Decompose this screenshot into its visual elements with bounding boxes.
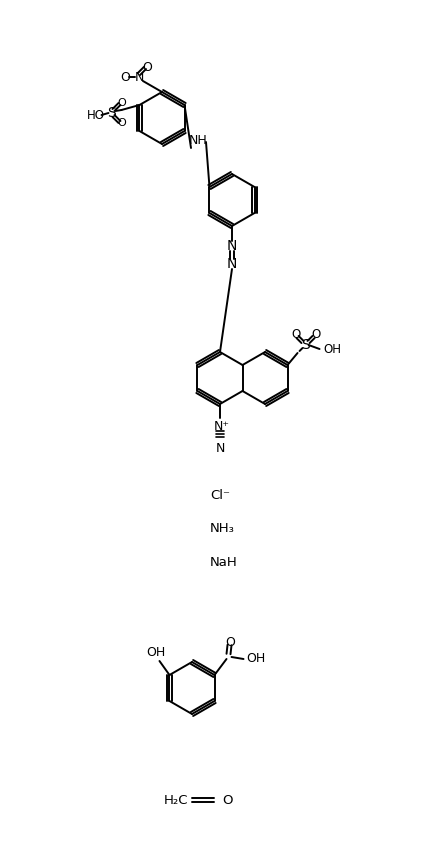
Text: NH₃: NH₃	[210, 521, 235, 535]
Text: H₂C: H₂C	[164, 794, 188, 807]
Text: Cl⁻: Cl⁻	[210, 488, 230, 502]
Text: O: O	[120, 70, 130, 83]
Text: O: O	[117, 98, 126, 108]
Text: O: O	[311, 329, 320, 341]
Text: N: N	[227, 257, 237, 271]
Text: OH: OH	[323, 342, 341, 356]
Text: HO: HO	[87, 109, 104, 121]
Text: N: N	[227, 239, 237, 253]
Text: OH: OH	[146, 646, 165, 660]
Text: S: S	[107, 106, 116, 120]
Text: N⁺: N⁺	[214, 419, 230, 432]
Text: S: S	[301, 338, 310, 352]
Text: O: O	[226, 637, 235, 649]
Text: NH: NH	[189, 133, 207, 147]
Text: OH: OH	[246, 653, 266, 666]
Text: O: O	[117, 118, 126, 128]
Text: N: N	[134, 70, 143, 83]
Text: O: O	[142, 60, 152, 74]
Text: NaH: NaH	[210, 555, 238, 569]
Text: O: O	[222, 794, 232, 807]
Text: N: N	[215, 441, 225, 454]
Text: O: O	[291, 329, 300, 341]
